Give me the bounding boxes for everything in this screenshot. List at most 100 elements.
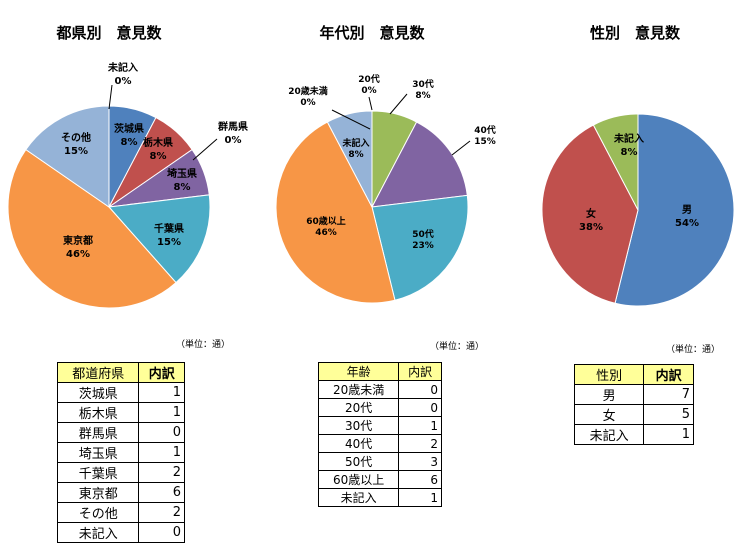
- table-header: 内訳: [138, 362, 185, 383]
- slice-label: 茨城県 8%: [114, 122, 144, 148]
- row-label: 群馬県: [56, 422, 140, 443]
- table-row: 未記入 1: [573, 424, 694, 445]
- leader-line: [389, 93, 408, 115]
- pie-slice: [107, 194, 211, 284]
- row-label: 40代: [317, 434, 400, 453]
- row-value: 7: [643, 384, 694, 405]
- row-label: 未記入: [573, 424, 645, 445]
- table-row: 茨城県 1: [56, 382, 185, 403]
- leader-line: [368, 96, 373, 111]
- slice-label: 未記入 0%: [107, 61, 138, 87]
- row-value: 1: [138, 442, 185, 463]
- table-row: 60歳以上 6: [317, 470, 442, 489]
- slice-label: 50代 23%: [412, 228, 434, 251]
- row-label: 未記入: [56, 522, 140, 543]
- row-label: その他: [56, 502, 140, 523]
- row-value: 1: [138, 402, 185, 423]
- slice-label: 栃木県 8%: [143, 136, 173, 162]
- row-value: 1: [643, 424, 694, 445]
- pie-slice: [25, 105, 110, 208]
- pie-slice: [541, 124, 639, 304]
- row-value: 1: [138, 382, 185, 403]
- prefecture-table: 都道府県 内訳 茨城県 1 栃木県 1 群馬県 0 埼玉県 1 千葉県 2 東京都 6 その他 2 未記入 0: [56, 362, 185, 543]
- pie-slice: [592, 113, 639, 211]
- row-value: 6: [398, 470, 442, 489]
- row-label: 未記入: [317, 488, 400, 507]
- slice-label: 未記入 8%: [613, 132, 644, 158]
- slice-label: 20歳未満 0%: [288, 85, 328, 108]
- table-row: 群馬県 0: [56, 422, 185, 443]
- table-header: 性別: [573, 364, 645, 385]
- table-header: 内訳: [398, 362, 442, 381]
- row-value: 0: [138, 522, 185, 543]
- row-label: 60歳以上: [317, 470, 400, 489]
- pie-slice: [371, 121, 468, 208]
- row-value: 2: [398, 434, 442, 453]
- row-value: 1: [398, 488, 442, 507]
- slice-label: 群馬県 0%: [218, 120, 248, 146]
- pie-slice: [614, 113, 735, 307]
- table-row: 20代 0: [317, 398, 442, 417]
- slice-label: 40代 15%: [474, 124, 496, 147]
- row-label: 20歳未満: [317, 380, 400, 399]
- row-label: 栃木県: [56, 402, 140, 423]
- row-label: 千葉県: [56, 462, 140, 483]
- slice-label: 女 38%: [579, 207, 603, 233]
- table-row: 未記入 0: [56, 522, 185, 543]
- table-row: その他 2: [56, 502, 185, 523]
- table-row: 栃木県 1: [56, 402, 185, 423]
- row-label: 東京都: [56, 482, 140, 503]
- row-label: 50代: [317, 452, 400, 471]
- table-header: 年齢: [317, 362, 400, 381]
- row-label: 女: [573, 404, 645, 425]
- row-value: 2: [138, 502, 185, 523]
- pie-slice: [275, 121, 396, 304]
- chart-title: 性別 意見数: [590, 24, 681, 42]
- table-row: 30代 1: [317, 416, 442, 435]
- row-label: 埼玉県: [56, 442, 140, 463]
- pie-slice: [326, 110, 373, 208]
- row-label: 男: [573, 384, 645, 405]
- chart-title: 年代別 意見数: [319, 24, 425, 42]
- leader-line: [192, 138, 218, 161]
- slice-label: 千葉県 15%: [154, 222, 184, 248]
- age-table: 年齢 内訳 20歳未満 0 20代 0 30代 1 40代 2 50代 3 60歳以上 6 未記入 1: [317, 362, 442, 507]
- table-row: 未記入 1: [317, 488, 442, 507]
- row-value: 5: [643, 404, 694, 425]
- gender-table: 性別 内訳 男 7 女 5 未記入 1: [573, 364, 694, 445]
- row-label: 30代: [317, 416, 400, 435]
- table-unit-prefecture: （単位：通）: [176, 340, 231, 350]
- row-label: 茨城県: [56, 382, 140, 403]
- table-row: 千葉県 2: [56, 462, 185, 483]
- leader-line: [451, 140, 471, 156]
- leader-line: [331, 109, 371, 130]
- table-unit-gender: （単位：通）: [666, 345, 721, 355]
- table-row: 東京都 6: [56, 482, 185, 503]
- slice-label: 未記入 8%: [341, 137, 369, 160]
- table-row: 50代 3: [317, 452, 442, 471]
- slice-label: 埼玉県 8%: [167, 167, 197, 193]
- row-value: 0: [398, 398, 442, 417]
- row-value: 0: [398, 380, 442, 399]
- row-label: 20代: [317, 398, 400, 417]
- pie-slice: [371, 194, 469, 301]
- row-value: 6: [138, 482, 185, 503]
- pie-slice: [7, 148, 177, 309]
- slice-label: 東京都 46%: [63, 234, 93, 260]
- slice-label: その他 15%: [61, 131, 91, 157]
- row-value: 0: [138, 422, 185, 443]
- table-header: 都道府県: [56, 362, 140, 383]
- row-value: 3: [398, 452, 442, 471]
- table-row: 埼玉県 1: [56, 442, 185, 463]
- chart-title: 都県別 意見数: [55, 24, 162, 42]
- table-row: 20歳未満 0: [317, 380, 442, 399]
- table-unit-age: （単位：通）: [430, 342, 485, 352]
- row-value: 1: [398, 416, 442, 435]
- table-row: 40代 2: [317, 434, 442, 453]
- slice-label: 20代 0%: [358, 73, 380, 96]
- row-value: 2: [138, 462, 185, 483]
- slice-label: 男 54%: [675, 204, 699, 229]
- slice-label: 30代 8%: [412, 78, 434, 101]
